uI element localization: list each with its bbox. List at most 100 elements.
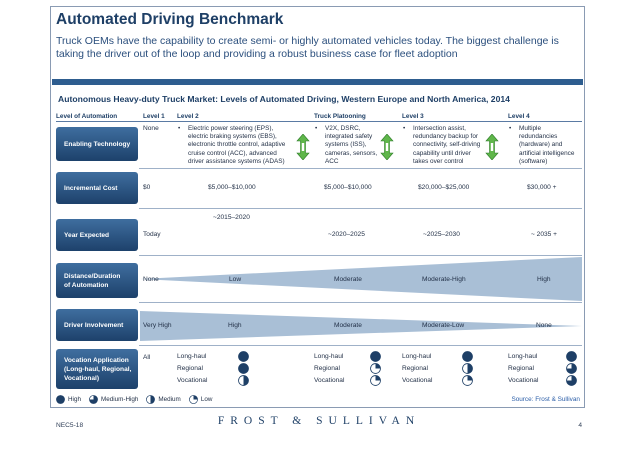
tech-level-3-list: Intersection assist, redundancy backup f… [402, 125, 480, 166]
vocation-level-1: All [143, 354, 151, 361]
page-number: 4 [578, 422, 582, 429]
tech-platooning-list: V2X, DSRC, integrated safety systems (IS… [314, 125, 377, 166]
harvey-ball-icon [566, 375, 577, 386]
tech-level-2-line: Electric power steering (EPS), [177, 125, 285, 133]
distance-platooning: Moderate [334, 276, 362, 283]
row-label-vocation-application: Vocation Application (Long-haul, Regiona… [56, 349, 138, 389]
tech-level-1: None [143, 125, 159, 132]
cost-level-4: $30,000 + [527, 184, 557, 191]
tech-level-4-line: artificial intelligence [519, 149, 575, 157]
footer-code: NEC5-18 [56, 422, 84, 429]
year-level-1: Today [143, 231, 161, 238]
row-label-text: (Long-haul, Regional, [64, 365, 132, 373]
row-divider [139, 255, 582, 256]
harvey-ball-icon [462, 363, 473, 374]
cost-level-1: $0 [143, 184, 151, 191]
harvey-ball-icon [188, 395, 198, 404]
harvey-ball-icon [238, 375, 249, 386]
legend-label: High [68, 396, 81, 403]
distance-wedge-shape [140, 257, 582, 301]
tech-level-3-line: redundancy backup for [413, 133, 479, 141]
vocation-item: Regional [402, 365, 429, 372]
tech-level-4-line: (software) [519, 157, 548, 165]
up-down-arrow-icon [485, 134, 499, 160]
cost-level-3: $20,000–$25,000 [418, 184, 470, 191]
vocation-level-3-list: Long-haul Regional Vocational [402, 351, 432, 387]
row-label-enabling-technology: Enabling Technology [56, 127, 138, 161]
harvey-ball-icon [370, 351, 381, 362]
legend-label: Medium-High [100, 396, 139, 403]
tech-level-2-line: driver assistance systems (ADAS) [188, 157, 285, 165]
harvey-ball-icon [566, 351, 577, 362]
row-divider [139, 302, 582, 303]
driver-level-2: High [228, 322, 242, 329]
harvey-ball-icon [238, 351, 249, 362]
vocation-item: Vocational [508, 377, 539, 384]
harvey-ball-icon [146, 395, 156, 404]
header-automation: Level of Automation [56, 113, 118, 120]
vocation-item: Regional [314, 365, 341, 372]
row-label-line: Distance/Duration of Automation [64, 272, 120, 290]
driver-level-3: Moderate-Low [422, 322, 465, 329]
row-label-distance-duration: Distance/Duration of Automation [56, 263, 138, 298]
tech-platooning-line: cameras, sensors, [325, 149, 378, 157]
driver-wedge-shape [140, 311, 582, 341]
vocation-item: Long-haul [314, 353, 344, 360]
legend-label: Medium [158, 396, 181, 403]
vocation-item: Vocational [314, 377, 345, 384]
tech-platooning-line: systems (ISS), [325, 141, 367, 149]
distance-level-4: High [537, 276, 551, 283]
vocation-item: Long-haul [177, 353, 207, 360]
vocation-platooning-list: Long-haul Regional Vocational [314, 351, 344, 387]
tech-platooning-line: ACC [325, 157, 339, 165]
tech-level-3-line: Intersection assist, [402, 125, 480, 133]
harvey-ball-icon [462, 375, 473, 386]
vocation-level-2-list: Long-haul Regional Vocational [177, 351, 207, 387]
vocation-item: Long-haul [508, 353, 538, 360]
rating-legend: High Medium-High Medium Low [56, 395, 220, 404]
vocation-item: Regional [177, 365, 204, 372]
legend-item-high: High [56, 395, 81, 404]
year-level-3: ~2025–2030 [423, 231, 460, 238]
driver-level-1: Very High [143, 322, 172, 329]
row-label-year-expected: Year Expected [56, 219, 138, 251]
distance-level-2: Low [229, 276, 242, 283]
tech-level-2-line: cruise control (ACC), advanced [188, 149, 277, 157]
harvey-ball-icon [56, 395, 65, 404]
year-platooning: ~2020–2025 [328, 231, 365, 238]
footer-brand-logo: FROST & SULLIVAN [217, 415, 421, 427]
cost-level-2: $5,000–$10,000 [208, 184, 256, 191]
header-level-1: Level 1 [143, 113, 165, 120]
up-down-arrow-icon [380, 134, 394, 160]
tech-level-2-line: electric braking systems (EBS), [188, 133, 277, 141]
year-level-2: ~2015–2020 [213, 214, 250, 221]
vocation-item: Vocational [177, 377, 208, 384]
header-divider [56, 121, 582, 122]
row-divider [139, 345, 582, 346]
row-label-text: Vocation Application [64, 356, 129, 364]
vocation-item: Regional [508, 365, 535, 372]
tech-level-2-line: electronic throttle control, adaptive [188, 141, 286, 149]
legend-item-medium-high: Medium-High [89, 395, 138, 404]
driver-level-4: None [536, 322, 552, 329]
legend-item-low: Low [188, 395, 213, 404]
distance-level-1: None [143, 276, 159, 283]
vocation-item: Long-haul [402, 353, 432, 360]
legend-label: Low [200, 396, 213, 403]
vocation-item: Vocational [402, 377, 433, 384]
row-label-text: Distance/Duration [64, 272, 121, 280]
chart-title: Autonomous Heavy-duty Truck Market: Leve… [58, 94, 510, 104]
row-divider [139, 168, 582, 169]
tech-level-3-line: connectivity, self-driving [413, 141, 481, 149]
harvey-ball-icon [89, 395, 98, 404]
source-note: Source: Frost & Sullivan [511, 396, 580, 403]
header-level-3: Level 3 [402, 113, 424, 120]
row-label-line: Vocation Application (Long-haul, Regiona… [64, 356, 131, 383]
row-label-incremental-cost: Incremental Cost [56, 172, 138, 204]
page-title: Automated Driving Benchmark [56, 11, 284, 28]
tech-level-3-line: takes over control [413, 157, 464, 165]
distance-level-3: Moderate-High [422, 276, 466, 283]
tech-level-4-line: redundancies [519, 133, 558, 141]
legend-item-medium: Medium [146, 395, 181, 404]
up-down-arrow-icon [296, 134, 310, 160]
